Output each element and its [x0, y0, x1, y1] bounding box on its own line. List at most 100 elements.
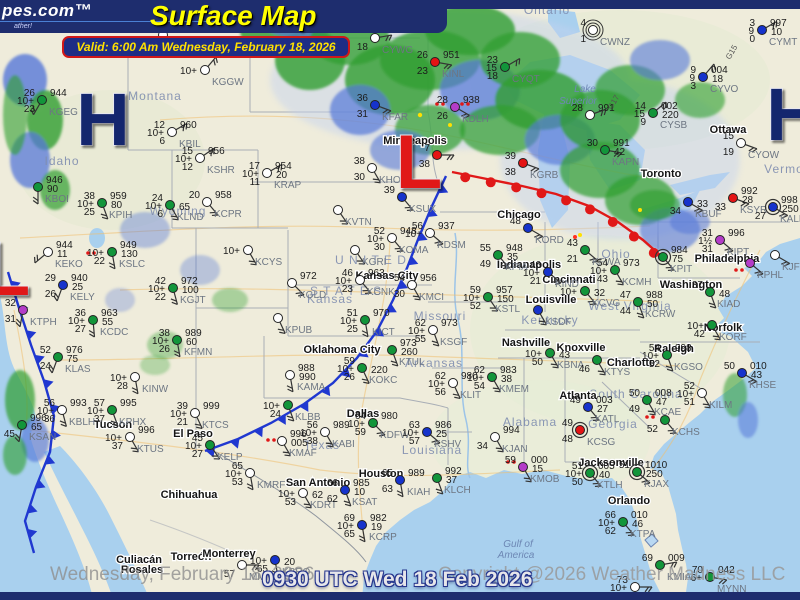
station-id: CYQT: [512, 74, 540, 85]
station-pressure: 972: [300, 271, 317, 282]
station-temp: 59: [344, 356, 356, 367]
wind-barb-tick: [540, 323, 547, 326]
state-label: Idaho: [44, 154, 79, 168]
station-temp: 56: [44, 398, 56, 409]
station-id: KPHX: [119, 417, 147, 428]
station-dot-white: [125, 432, 135, 442]
station-visibility: 10+: [185, 441, 202, 452]
cold-front-triangle: [34, 354, 45, 365]
station-plot-kinl: 26 23 951 KINL: [417, 50, 465, 80]
station-temp: 54: [649, 343, 661, 354]
wind-barb-tick: [555, 282, 562, 285]
station-pressure: 973: [400, 338, 417, 349]
station-extra: 260: [401, 347, 418, 358]
cold-front-triangle: [27, 528, 38, 539]
station-id: KTUS: [137, 444, 164, 455]
station-dot-green: [37, 95, 47, 105]
cold-front-triangle: [44, 455, 56, 465]
station-dot-green: [493, 250, 503, 260]
station-dewpoint: 49: [629, 404, 641, 415]
wind-barb-tick: [718, 578, 724, 584]
stationary-front-mark: [651, 415, 655, 419]
station-temp: 36: [357, 93, 369, 104]
station-dot-green: [618, 517, 628, 527]
station-plot-kpub: KPUB: [273, 313, 313, 336]
station-id: KFWA: [592, 257, 621, 268]
station-dewpoint: 18: [487, 71, 499, 82]
wind-barb-tick: [101, 216, 108, 220]
station-dot-blue: [370, 100, 380, 110]
station-dewpoint: 22: [155, 292, 167, 303]
station-temp: 38: [159, 328, 171, 339]
station-plot-korf: 10+42 KORF: [687, 320, 747, 343]
wind-barb-tick: [446, 154, 452, 161]
station-dewpoint: 57: [224, 569, 236, 580]
station-extra: 43: [559, 350, 571, 361]
wind-barb-tick: [32, 199, 39, 205]
low-pressure-marker: L: [396, 120, 442, 205]
station-temp: 42: [155, 276, 167, 287]
station-pressure: 010: [631, 510, 648, 521]
station-extra: 18: [712, 74, 724, 85]
station-visibility: 10+: [523, 268, 540, 279]
station-id: KMAF: [289, 448, 317, 459]
station-id: KMEM: [499, 384, 529, 395]
station-pressure: 972: [181, 276, 198, 287]
station-pressure: 994: [503, 425, 520, 436]
station-dot-blue: [422, 427, 432, 437]
station-dot-white: [736, 138, 746, 148]
station-dot-green: [165, 200, 175, 210]
station-dot-green: [580, 245, 590, 255]
station-pressure: 983: [500, 365, 517, 376]
station-extra: 100: [182, 285, 199, 296]
wind-barb-tick: [385, 35, 389, 42]
station-dot-blue: [58, 280, 68, 290]
station-pressure: 949: [120, 240, 137, 251]
station-extra: 27: [597, 404, 609, 415]
station-visibility: 10+: [402, 428, 419, 439]
wind-barb-tick: [637, 315, 644, 319]
wind-barb-tick: [32, 106, 36, 113]
station-temp: 4: [580, 18, 586, 29]
station-dot-purple: [745, 258, 755, 268]
station-dot-white: [355, 275, 365, 285]
station-temp: 9: [690, 65, 696, 76]
station-temp: 51: [347, 308, 359, 319]
station-id: KCRP: [369, 532, 397, 543]
station-pressure: 985: [353, 478, 370, 489]
station-temp: 69: [344, 513, 356, 524]
station-pressure: 996: [30, 413, 47, 424]
map-timestamp: 0930 UTC Wed 18 Feb 2026: [262, 568, 533, 591]
station-dot-red: [575, 425, 585, 435]
station-plot-ksdf: KSDF: [533, 305, 572, 328]
station-temp: 55: [480, 243, 492, 254]
station-dot-green: [500, 62, 510, 72]
station-id: KCNK: [367, 287, 395, 298]
wind-barb-tick: [647, 586, 653, 593]
station-plot-kcpr: 20 958 KCPR: [189, 190, 242, 220]
station-visibility: 10+: [687, 321, 704, 332]
station-extra: 32: [594, 288, 606, 299]
station-id: KPHL: [757, 270, 784, 281]
station-pressure: 946: [46, 175, 63, 186]
station-outer-ring: [571, 421, 589, 439]
station-id: KSAN: [29, 432, 56, 443]
station-id: KTLH: [597, 480, 623, 491]
site-logo[interactable]: pes.com™: [2, 1, 92, 20]
station-id: MMMY: [249, 572, 281, 583]
wind-barb-tick: [271, 570, 278, 574]
station-id: KCRW: [645, 309, 676, 320]
station-id: KCMH: [622, 277, 651, 288]
wind-barb-tick: [15, 322, 21, 328]
station-dewpoint: 62: [605, 526, 617, 537]
station-dewpoint: 26: [437, 111, 449, 122]
wind-barb-tick: [246, 483, 253, 487]
wind-barb-tick: [251, 564, 257, 571]
station-dewpoint: 65: [344, 529, 356, 540]
